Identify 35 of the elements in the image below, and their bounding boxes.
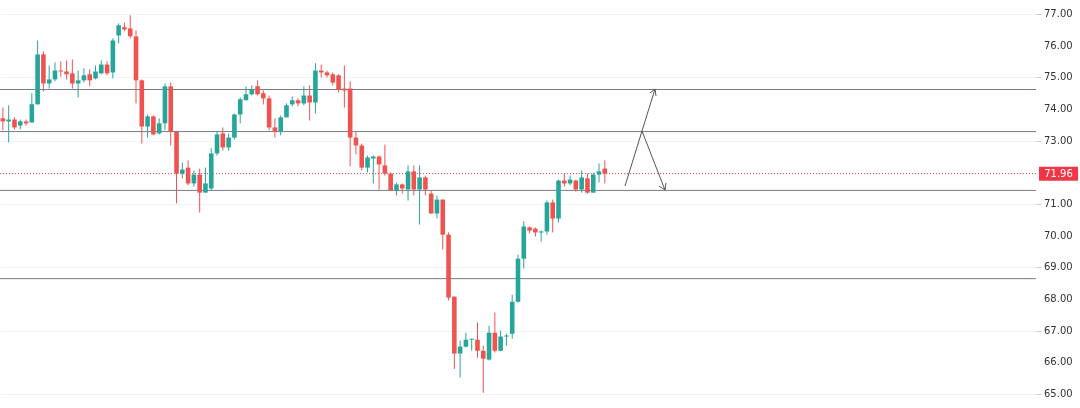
y-tick-label: 76.00 <box>1044 39 1073 51</box>
y-tick-label: 71.00 <box>1044 198 1073 209</box>
y-tick-label: 77.00 <box>1044 8 1073 20</box>
ref-line-label: 71.96 <box>1044 167 1073 179</box>
candlestick <box>307 84 312 121</box>
y-tick-label: 75.00 <box>1044 71 1073 83</box>
candlestick <box>596 163 602 183</box>
candlestick <box>498 330 503 352</box>
y-tick-label: 65.00 <box>1044 387 1073 399</box>
candlestick <box>504 333 509 347</box>
candlestick <box>417 164 422 226</box>
candlestick <box>480 345 486 394</box>
candlestick <box>359 143 365 171</box>
candlestick <box>550 199 556 233</box>
candlestick <box>232 113 237 140</box>
y-tick-label: 69.00 <box>1044 261 1073 273</box>
candlestick <box>590 172 596 194</box>
candlestick <box>197 168 202 214</box>
candlestick <box>145 113 150 139</box>
y-tick-label: 73.00 <box>1044 134 1073 146</box>
candlestick <box>278 114 283 136</box>
candlestick <box>579 169 584 194</box>
candlestick <box>382 144 388 177</box>
y-tick-label: 70.00 <box>1044 229 1073 241</box>
candlestick <box>469 338 474 352</box>
candlestick <box>151 114 156 136</box>
y-tick-label: 66.00 <box>1044 356 1073 368</box>
candlestick <box>423 175 428 196</box>
candlestick <box>585 173 590 195</box>
candlestick <box>116 22 121 44</box>
candlestick <box>272 117 278 139</box>
y-tick-label: 74.00 <box>1044 103 1073 115</box>
candlestick <box>475 322 480 359</box>
y-tick-label: 67.00 <box>1044 324 1073 336</box>
y-tick-label: 68.00 <box>1044 292 1073 304</box>
